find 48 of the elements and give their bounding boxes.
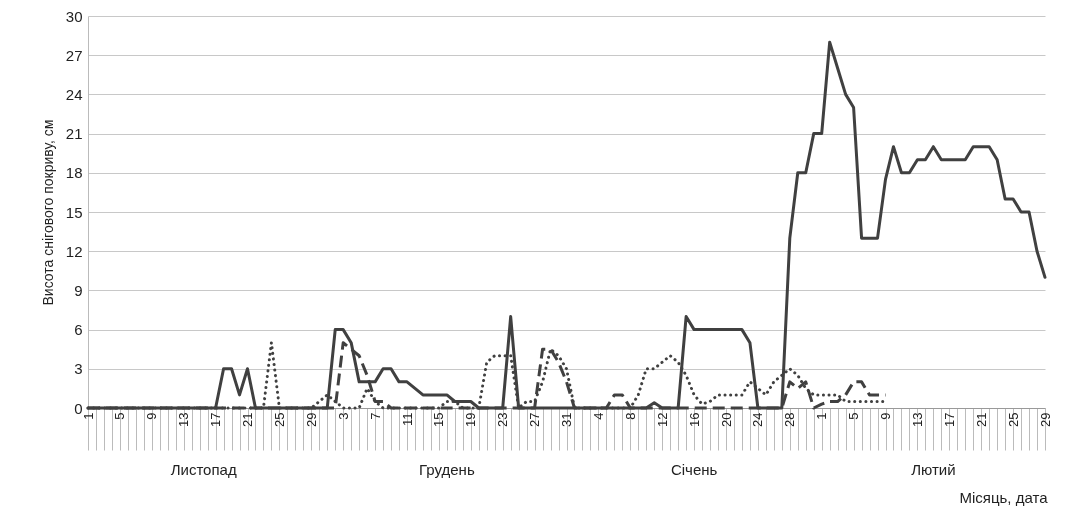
- x-axis-title: Місяць, дата: [959, 488, 1049, 506]
- x-tick-label: 25: [271, 412, 287, 427]
- x-tick-label: 17: [208, 412, 224, 427]
- x-tick-label: 21: [240, 412, 255, 427]
- y-tick-label: 15: [65, 203, 83, 221]
- x-tick-label: 20: [718, 412, 734, 427]
- x-tick-label: 29: [1037, 412, 1053, 427]
- x-tick-label: 21: [973, 412, 989, 427]
- y-tick-label: 18: [65, 164, 83, 182]
- x-tick-label: 1: [814, 412, 830, 420]
- x-tick-label: 12: [654, 412, 670, 427]
- x-tick-label: 16: [686, 412, 702, 427]
- x-tick-label: 19: [463, 412, 479, 427]
- x-tick-label: 13: [176, 412, 192, 427]
- x-tick-label: 25: [1005, 412, 1021, 427]
- x-tick-label: 15: [431, 412, 447, 427]
- y-tick-label: 24: [65, 85, 83, 103]
- text: Січень: [670, 461, 718, 478]
- x-tick-label: 7: [367, 412, 383, 420]
- y-axis-title: Висота снігового покриву, см: [39, 119, 56, 306]
- y-tick-label: 27: [65, 46, 83, 64]
- x-tick-label: 8: [622, 412, 638, 420]
- x-tick-label: 17: [941, 412, 957, 427]
- x-tick-label: 13: [909, 412, 925, 427]
- x-tick-label: 3: [335, 412, 351, 420]
- y-tick-label: 3: [74, 360, 83, 378]
- x-tick-label: 27: [527, 412, 543, 427]
- x-tick-label: 9: [878, 412, 893, 420]
- y-tick-label: 6: [74, 321, 83, 339]
- x-tick-label: 24: [750, 412, 766, 427]
- x-tick-label: 1: [80, 412, 96, 420]
- y-tick-label: 30: [65, 7, 83, 25]
- x-tick-label: 23: [495, 412, 511, 427]
- text: Лютий: [911, 461, 956, 478]
- x-tick-label: 4: [590, 412, 606, 420]
- x-tick-label: 31: [559, 412, 574, 427]
- x-tick-label: 9: [144, 412, 160, 420]
- x-tick-label: 29: [303, 412, 319, 427]
- x-tick-label: 5: [846, 412, 862, 420]
- text: Грудень: [419, 461, 475, 478]
- y-tick-label: 9: [74, 281, 83, 299]
- x-tick-label: 5: [112, 412, 128, 420]
- y-tick-label: 0: [74, 399, 83, 417]
- x-tick-label: 28: [782, 412, 798, 427]
- x-tick-label: 11: [399, 412, 415, 426]
- text: Листопад: [170, 461, 237, 478]
- y-tick-label: 12: [65, 242, 83, 260]
- y-tick-label: 21: [65, 125, 83, 143]
